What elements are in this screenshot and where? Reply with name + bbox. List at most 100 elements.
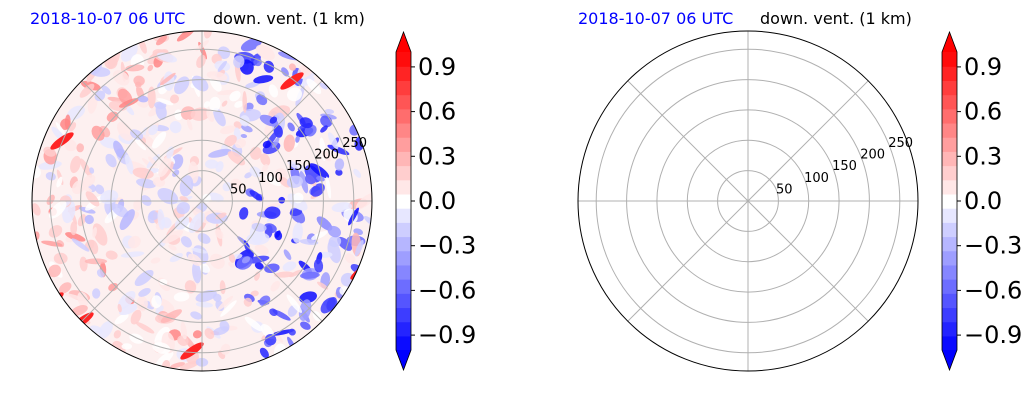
colorbar-level (942, 279, 957, 294)
field-cell (138, 287, 151, 297)
colorbar-left-tick-label: −0.3 (418, 232, 476, 260)
field-cell (118, 303, 138, 316)
field-cell (76, 143, 85, 153)
colorbar-level (396, 94, 411, 110)
field-cell (310, 183, 325, 197)
field-cell (79, 158, 93, 178)
field-cell (255, 44, 275, 61)
field-cell (281, 67, 289, 77)
field-cell (299, 291, 318, 304)
field-cell (70, 221, 78, 236)
field-cell (213, 108, 226, 127)
field-cell (209, 253, 225, 270)
colorbar-left-tick-label: 0.9 (418, 53, 456, 81)
field-cell (190, 311, 202, 320)
field-cell (220, 300, 237, 317)
field-cell (113, 140, 125, 159)
radial-tick-label: 150 (286, 159, 311, 174)
field-cell (135, 81, 142, 88)
field-cell (173, 292, 190, 302)
field-cell (148, 211, 159, 221)
field-cell (268, 105, 291, 120)
field-cell (243, 297, 253, 307)
field-cell (170, 154, 184, 170)
colorbar-level (396, 137, 411, 152)
colorbar-right-levels (941, 30, 961, 372)
field-cell (224, 134, 237, 147)
colorbar-level (942, 236, 957, 252)
field-cell (334, 158, 345, 171)
field-cell (269, 308, 278, 316)
panel-right-border (577, 30, 919, 372)
field-cell (220, 125, 236, 135)
field-cell (187, 253, 202, 266)
field-cell (92, 288, 101, 299)
field-cell (184, 280, 197, 294)
field-cell (254, 262, 264, 270)
angular-grid-line (81, 80, 203, 202)
field-cell (114, 313, 129, 325)
colorbar-right-tick-label: 0.6 (964, 98, 1002, 126)
angular-grid-line (627, 80, 749, 202)
field-cell (48, 264, 61, 278)
field-cell (152, 131, 167, 149)
field-cell (84, 214, 94, 225)
colorbar-level (396, 80, 411, 96)
field-cell (311, 231, 328, 240)
field-cell (169, 94, 180, 104)
field-cell (162, 230, 184, 244)
radial-tick-label: 50 (230, 182, 247, 197)
radial-tick-label: 200 (314, 148, 339, 163)
field-cell (292, 222, 303, 243)
radial-tick-label: 200 (860, 148, 885, 163)
field-cell (152, 342, 171, 354)
colorbar-level (396, 293, 411, 309)
field-cell (221, 100, 228, 107)
field-cell (206, 71, 228, 81)
field-cell (325, 176, 332, 199)
field-cell (205, 159, 219, 169)
field-cell (270, 280, 281, 292)
colorbar-level (396, 335, 411, 351)
field-cell (230, 178, 242, 190)
field-cell (127, 235, 141, 249)
field-cell (287, 160, 308, 173)
field-cell (203, 31, 213, 39)
field-cell (64, 293, 87, 302)
field-cell (229, 90, 241, 102)
field-cell (288, 328, 296, 336)
field-cell (283, 249, 292, 261)
field-cell (121, 343, 133, 350)
colorbar-level (942, 108, 957, 124)
field-cell (180, 236, 192, 248)
field-cell (134, 269, 154, 287)
colorbar-level (942, 222, 957, 238)
field-cell (92, 226, 97, 238)
colorbar-level (396, 236, 411, 252)
field-cell (264, 334, 277, 346)
colorbar-level (942, 208, 957, 223)
colorbar-level (396, 165, 411, 181)
field-cell (283, 134, 295, 152)
field-cell (136, 178, 157, 189)
field-cell (299, 171, 309, 194)
field-cell (40, 292, 64, 310)
field-cell (119, 209, 135, 231)
field-cell (195, 289, 217, 303)
colorbar-level (396, 151, 411, 167)
field-cell (195, 301, 213, 308)
panel-right-date-title: 2018-10-07 06 UTC (578, 9, 733, 28)
field-cell (151, 295, 162, 309)
field-cell (327, 132, 339, 150)
colorbar-level (942, 80, 957, 96)
field-cell (244, 316, 263, 332)
field-cell (125, 154, 134, 175)
field-cell (259, 347, 269, 359)
field-cell (241, 124, 253, 133)
colorbar-extend-max (942, 32, 957, 52)
field-cell (282, 261, 297, 272)
colorbar-level (396, 250, 411, 266)
colorbar-level (942, 264, 957, 280)
field-cell (327, 144, 350, 156)
field-cell (70, 155, 81, 174)
